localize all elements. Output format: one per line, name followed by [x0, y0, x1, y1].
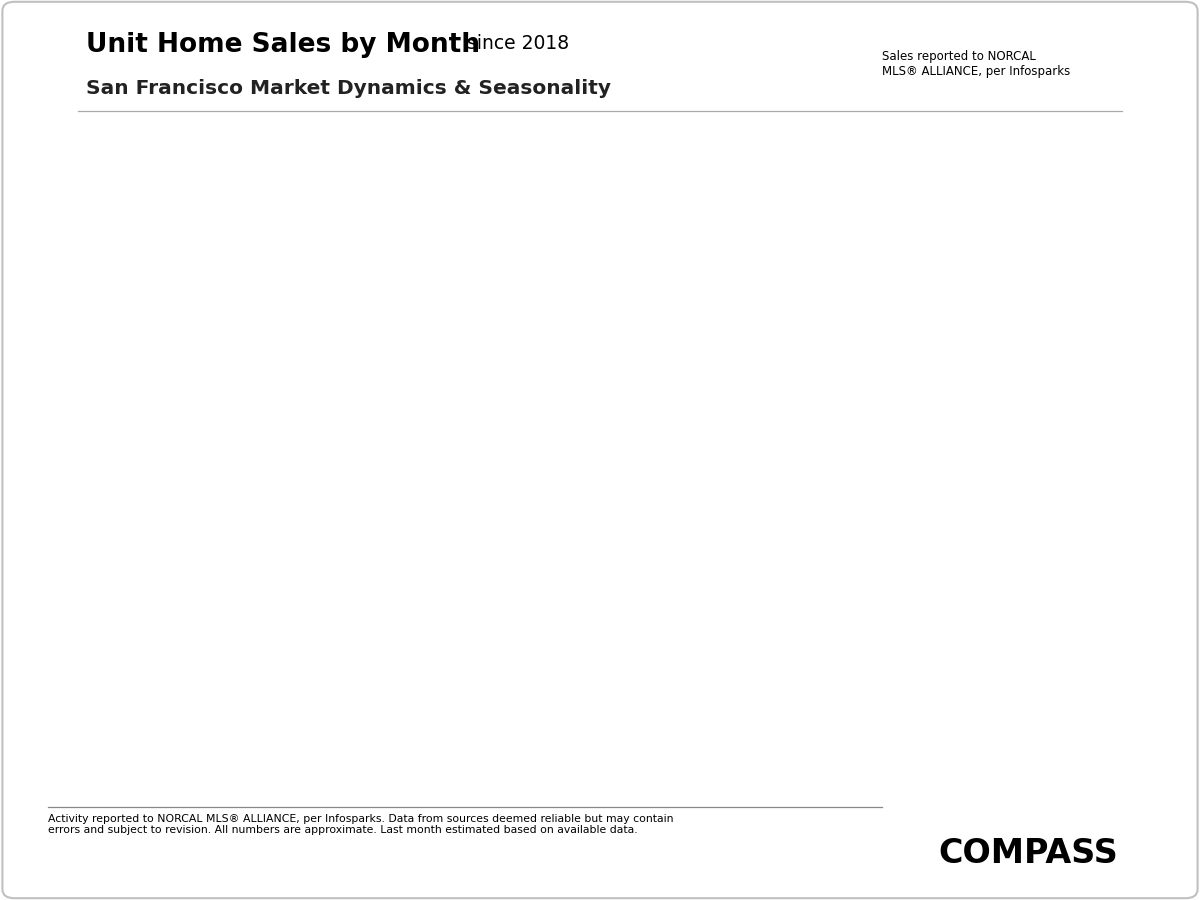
Text: accepted offers: accepted offers	[239, 354, 342, 366]
Text: Late
Summer: Late Summer	[290, 630, 347, 658]
Text: Spring 2021: Spring 2021	[889, 265, 970, 277]
Text: previous: previous	[371, 354, 428, 366]
Text: Jan.-Feb
2021: Jan.-Feb 2021	[799, 610, 852, 638]
Text: CONDO: CONDO	[1060, 358, 1134, 376]
Text: in the: in the	[332, 354, 371, 366]
Text: Activity reported to NORCAL MLS® ALLIANCE, per Infosparks. Data from sources dee: Activity reported to NORCAL MLS® ALLIANC…	[48, 814, 673, 835]
Text: usual, big market slowdown in December.: usual, big market slowdown in December.	[203, 400, 481, 414]
Text: Fall 2021: Fall 2021	[1090, 299, 1150, 311]
Text: Unit Home Sales by Month: Unit Home Sales by Month	[86, 32, 480, 58]
Text: Oct.
2019: Oct. 2019	[364, 419, 397, 447]
Text: season, and sales closing in one month mostly: season, and sales closing in one month m…	[203, 330, 515, 343]
Text: Sales volume usually ebbs and flows by: Sales volume usually ebbs and flows by	[203, 306, 468, 319]
Text: Pandemic
hits: Pandemic hits	[550, 685, 622, 713]
Text: March
2020: March 2020	[515, 402, 556, 430]
Text: Sales reported to NORCAL
MLS® ALLIANCE, per Infosparks: Sales reported to NORCAL MLS® ALLIANCE, …	[882, 50, 1070, 78]
Text: The low point in January mostly reflects the: The low point in January mostly reflects…	[203, 377, 493, 391]
Text: San Francisco Market Dynamics & Seasonality: San Francisco Market Dynamics & Seasonal…	[86, 79, 612, 98]
Text: Condo, Co-op, TIC Sales: Condo, Co-op, TIC Sales	[503, 116, 718, 130]
Text: Home Sales of All Price Segments: Home Sales of All Price Segments	[683, 721, 989, 735]
Text: month:: month:	[425, 354, 473, 366]
Text: May
2019: May 2019	[206, 417, 240, 445]
Text: January: January	[436, 680, 486, 694]
Text: Dec.
2020: Dec. 2020	[770, 426, 804, 454]
Text: HOUSE: HOUSE	[1098, 508, 1169, 526]
Text: COMPASS: COMPASS	[938, 837, 1118, 869]
Text: reflect: reflect	[203, 354, 246, 366]
Text: since 2018: since 2018	[461, 34, 569, 53]
Text: House Sales: House Sales	[256, 116, 365, 130]
Text: Does not include new-project
condo sales unreported to MLS.: Does not include new-project condo sales…	[96, 721, 277, 749]
